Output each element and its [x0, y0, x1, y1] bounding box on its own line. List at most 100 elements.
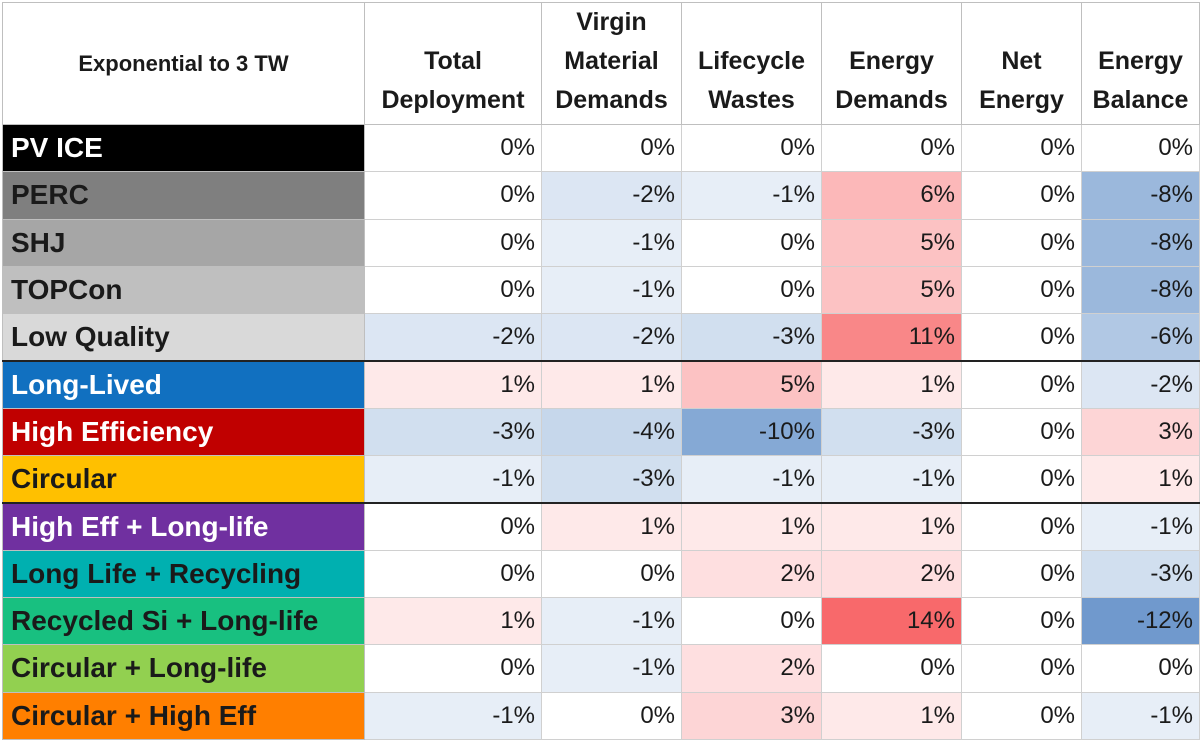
table-cell: 0% — [681, 596, 822, 646]
table-cell: 0% — [364, 265, 542, 315]
table-cell: 5% — [681, 360, 822, 409]
row-label: PV ICE — [2, 123, 365, 173]
table-cell: 0% — [961, 691, 1082, 740]
header-row: Exponential to 3 TW Total Deployment Virg… — [2, 2, 1200, 125]
row-label: SHJ — [2, 218, 365, 267]
table-cell: 0% — [961, 171, 1082, 220]
table-cell: 0% — [541, 549, 682, 598]
table-cell: 0% — [961, 549, 1082, 598]
col-header-line: Demands — [835, 86, 948, 114]
table-cell: 1% — [1081, 455, 1200, 504]
row-label: Circular + Long-life — [2, 644, 365, 693]
table-row: PV ICE 0% 0% 0% 0% 0% 0% — [2, 123, 1200, 173]
table-cell: 0% — [961, 123, 1082, 173]
table-cell: -8% — [1081, 265, 1200, 315]
table-row: Recycled Si + Long-life 1% -1% 0% 14% 0% -12% — [2, 596, 1200, 646]
table-cell: 0% — [961, 360, 1082, 409]
row-label: Recycled Si + Long-life — [2, 596, 365, 646]
table-cell: 0% — [821, 123, 962, 173]
row-label: Long Life + Recycling — [2, 549, 365, 598]
col-header-line: Energy — [849, 47, 934, 75]
table-cell: -1% — [1081, 502, 1200, 551]
table-cell: 0% — [961, 502, 1082, 551]
table-cell: 11% — [821, 313, 962, 362]
col-header-total-deployment: Total Deployment — [364, 2, 542, 125]
table-cell: -8% — [1081, 218, 1200, 267]
row-label: Circular + High Eff — [2, 691, 365, 740]
table-cell: 1% — [681, 502, 822, 551]
table-cell: -1% — [541, 265, 682, 315]
col-header-line: Energy — [1098, 47, 1183, 75]
col-header-line: Net — [1001, 47, 1042, 75]
table-cell: 0% — [541, 123, 682, 173]
table-row: Low Quality -2% -2% -3% 11% 0% -6% — [2, 313, 1200, 362]
table-cell: -6% — [1081, 313, 1200, 362]
table-cell: -2% — [1081, 360, 1200, 409]
table-cell: -2% — [541, 313, 682, 362]
col-header-energy-balance: Energy Balance — [1081, 2, 1200, 125]
table-cell: -1% — [541, 596, 682, 646]
table-cell: -1% — [821, 455, 962, 504]
col-header-line: Balance — [1092, 86, 1189, 114]
table-cell: 0% — [364, 123, 542, 173]
table-cell: -12% — [1081, 596, 1200, 646]
table-cell: -1% — [1081, 691, 1200, 740]
col-header-line: Deployment — [381, 86, 525, 114]
table-cell: 0% — [681, 265, 822, 315]
row-label: High Eff + Long-life — [2, 502, 365, 551]
table-cell: 0% — [364, 171, 542, 220]
table-cell: 0% — [364, 218, 542, 267]
table-row: Long Life + Recycling 0% 0% 2% 2% 0% -3% — [2, 549, 1200, 598]
col-header-line: Virgin — [576, 8, 647, 36]
table-cell: -3% — [364, 407, 542, 457]
table-title: Exponential to 3 TW — [2, 2, 365, 125]
col-header-line: Lifecycle — [697, 47, 805, 75]
table-cell: -1% — [364, 455, 542, 504]
table-cell: -1% — [364, 691, 542, 740]
table-row: High Efficiency -3% -4% -10% -3% 0% 3% — [2, 407, 1200, 457]
table-row: SHJ 0% -1% 0% 5% 0% -8% — [2, 218, 1200, 267]
table-cell: 0% — [961, 455, 1082, 504]
row-label: PERC — [2, 171, 365, 220]
table-cell: -2% — [364, 313, 542, 362]
table-row: Circular -1% -3% -1% -1% 0% 1% — [2, 455, 1200, 504]
row-label: High Efficiency — [2, 407, 365, 457]
table-cell: -3% — [821, 407, 962, 457]
table-cell: 0% — [681, 123, 822, 173]
col-header-line: Total — [424, 47, 482, 75]
row-label: Long-Lived — [2, 360, 365, 409]
table-cell: 0% — [681, 218, 822, 267]
col-header-line: Energy — [979, 86, 1064, 114]
table-cell: 6% — [821, 171, 962, 220]
col-header-net-energy: Net Energy — [961, 2, 1082, 125]
table-row: Long-Lived 1% 1% 5% 1% 0% -2% — [2, 360, 1200, 409]
table-cell: -2% — [541, 171, 682, 220]
col-header-line: Wastes — [708, 86, 795, 114]
table-cell: 2% — [821, 549, 962, 598]
table-cell: 1% — [821, 502, 962, 551]
table-cell: 5% — [821, 218, 962, 267]
table-cell: 1% — [541, 502, 682, 551]
table-cell: 0% — [961, 407, 1082, 457]
table-cell: 14% — [821, 596, 962, 646]
table-row: Circular + High Eff -1% 0% 3% 1% 0% -1% — [2, 691, 1200, 740]
table-cell: 0% — [961, 596, 1082, 646]
table-cell: 5% — [821, 265, 962, 315]
table-cell: 0% — [961, 265, 1082, 315]
col-header-energy-demands: Energy Demands — [821, 2, 962, 125]
table-cell: -4% — [541, 407, 682, 457]
table-cell: 2% — [681, 644, 822, 693]
table-cell: -1% — [541, 218, 682, 267]
table-cell: -1% — [541, 644, 682, 693]
col-header-line: Demands — [555, 86, 668, 114]
row-label: Low Quality — [2, 313, 365, 362]
table-cell: 0% — [1081, 644, 1200, 693]
table-cell: 0% — [821, 644, 962, 693]
table-cell: 0% — [961, 644, 1082, 693]
table-cell: 1% — [541, 360, 682, 409]
col-header-virgin-material: Virgin Material Demands — [541, 2, 682, 125]
table-cell: 0% — [364, 644, 542, 693]
table-cell: 1% — [364, 596, 542, 646]
table-cell: 0% — [1081, 123, 1200, 173]
